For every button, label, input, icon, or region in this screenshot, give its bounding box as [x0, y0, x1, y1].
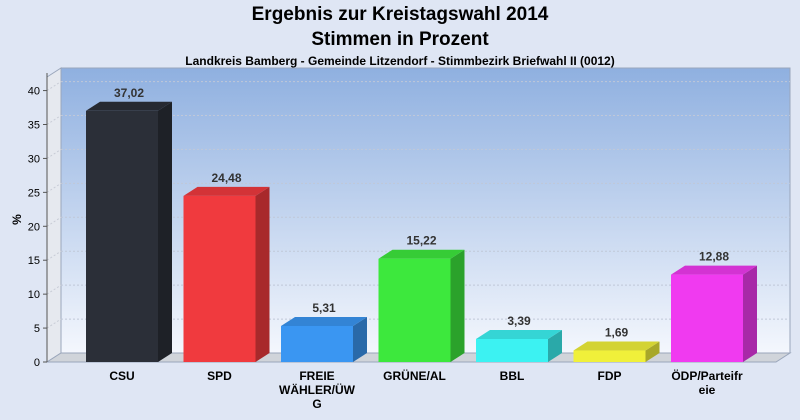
data-label: 15,22	[406, 234, 436, 248]
data-label: 24,48	[211, 171, 241, 185]
bar-top	[281, 316, 367, 326]
data-label: 12,88	[699, 250, 729, 264]
x-tick-label: BBL	[500, 369, 525, 383]
chart-labels: 37,02 CSU 24,48 SPD 5,31 FREIE WÄHLER/ÜW G 15,22…	[109, 86, 743, 411]
y-tick-label: 35	[28, 120, 40, 132]
y-tick-label: 10	[28, 289, 40, 301]
x-tick-label: FREIE WÄHLER/ÜW G	[279, 369, 356, 411]
bar	[86, 110, 158, 363]
x-tick-label: ÖDP/Parteifr eie	[671, 368, 743, 397]
bar	[573, 350, 646, 362]
bar	[476, 338, 548, 362]
data-label: 1,69	[605, 326, 629, 340]
bar-top	[86, 101, 172, 111]
bar-side	[255, 186, 270, 362]
y-tick-label: 25	[28, 187, 40, 199]
bar	[281, 325, 353, 362]
x-tick-label: SPD	[207, 369, 232, 383]
gridline-side	[46, 81, 62, 91]
bar-top	[476, 329, 562, 339]
bar-side	[450, 249, 465, 362]
bar-top	[671, 265, 757, 275]
bar	[378, 258, 451, 362]
bar-side	[743, 265, 757, 362]
x-tick-label: FDP	[598, 369, 622, 383]
gridline-side	[46, 318, 62, 329]
y-axis-label: %	[10, 214, 24, 225]
plot-side-wall	[46, 67, 62, 363]
bar-top	[573, 341, 660, 351]
bar	[183, 195, 256, 362]
chart-subtitle: Landkreis Bamberg - Gemeinde Litzendorf …	[185, 54, 615, 68]
bar-side	[158, 101, 172, 363]
bar-top	[183, 186, 270, 196]
x-tick-label: CSU	[109, 369, 134, 383]
bar	[671, 274, 743, 362]
bar-side	[645, 341, 660, 362]
bar-side	[353, 316, 367, 362]
bar-top	[378, 249, 465, 259]
gridline-side	[46, 250, 62, 261]
chart-title-line2: Stimmen in Prozent	[311, 29, 489, 50]
data-label: 3,39	[507, 314, 531, 328]
gridline-side	[46, 115, 62, 125]
gridline-side	[46, 284, 62, 295]
bar-side	[548, 329, 562, 362]
data-label: 37,02	[114, 86, 144, 100]
y-tick-label: 5	[34, 323, 40, 335]
y-tick-label: 20	[28, 221, 40, 233]
y-tick-label: 15	[28, 255, 40, 267]
gridline-side	[46, 149, 62, 159]
gridline-side	[46, 216, 62, 227]
y-tick-label: 40	[28, 86, 40, 98]
chart-bars	[86, 101, 757, 363]
y-tick-label: 30	[28, 153, 40, 165]
chart-title-line1: Ergebnis zur Kreistagswahl 2014	[251, 4, 549, 25]
x-tick-label: GRÜNE/AL	[383, 368, 446, 383]
gridline-side	[46, 182, 62, 193]
y-tick-label: 0	[34, 357, 40, 369]
data-label: 5,31	[312, 301, 336, 315]
